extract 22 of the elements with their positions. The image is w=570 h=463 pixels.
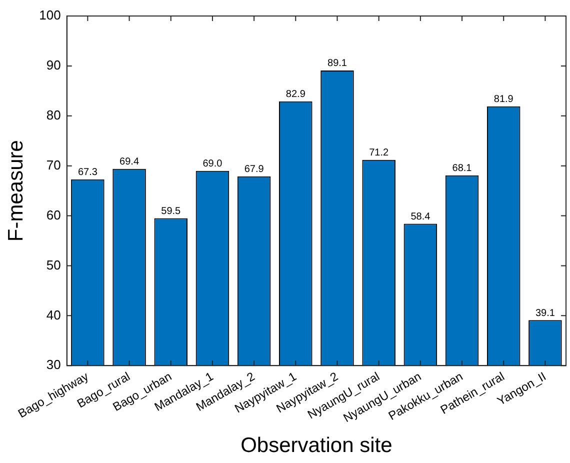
y-tick-label: 40 bbox=[46, 307, 61, 322]
data-label: 58.4 bbox=[410, 212, 431, 223]
y-tick-label: 50 bbox=[46, 257, 61, 272]
y-tick-label: 70 bbox=[46, 157, 61, 172]
data-label: 71.2 bbox=[369, 148, 389, 159]
y-tick-label: 30 bbox=[46, 357, 61, 372]
data-label: 82.9 bbox=[286, 89, 306, 100]
data-label: 67.3 bbox=[78, 167, 98, 178]
y-tick-label: 100 bbox=[39, 8, 61, 23]
x-axis-title: Observation site bbox=[240, 434, 392, 458]
data-label: 68.1 bbox=[452, 163, 472, 174]
data-label: 69.0 bbox=[202, 158, 223, 170]
y-axis-title: F-measure bbox=[4, 140, 28, 242]
data-label: 59.5 bbox=[161, 206, 182, 218]
data-label: 81.9 bbox=[494, 94, 514, 106]
data-label: 89.1 bbox=[328, 58, 348, 70]
data-label: 67.9 bbox=[244, 164, 264, 176]
data-label: 69.4 bbox=[120, 156, 140, 168]
y-tick-label: 60 bbox=[46, 207, 61, 222]
y-tick-label: 80 bbox=[46, 107, 61, 122]
data-label: 39.1 bbox=[535, 308, 556, 319]
y-tick-label: 90 bbox=[46, 58, 61, 73]
